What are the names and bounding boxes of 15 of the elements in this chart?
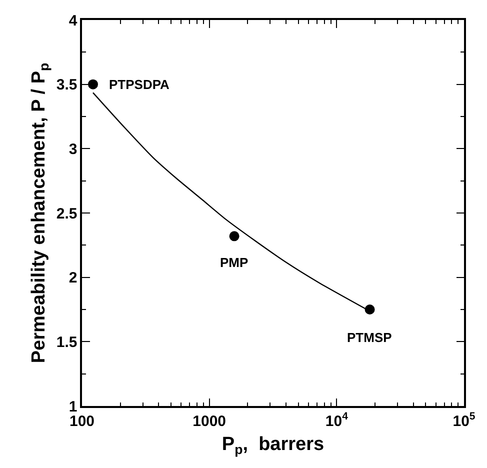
y-tick-label: 2.5 [56,205,78,222]
y-tick-label: 1.5 [56,334,78,351]
y-tick-label: 3.5 [56,76,78,94]
x-tick-label: 1000 [192,412,226,430]
x-tick-label: 10$^{5}$ [452,410,476,430]
annotation: PTPSDPA [109,77,170,92]
y-tick-label: 1 [68,398,78,416]
y-tick-label: 3 [68,140,78,158]
annotation: PMP [220,255,248,270]
annotation: PTMSP [347,330,392,345]
x-tick-label: 10$^{4}$ [325,410,348,430]
x-axis-title: P$_{p}$, barrers [222,434,324,458]
y-tick-label: 2 [68,270,78,287]
x-tick-label: 100 [69,412,95,430]
y-tick-label: 4 [68,12,78,30]
